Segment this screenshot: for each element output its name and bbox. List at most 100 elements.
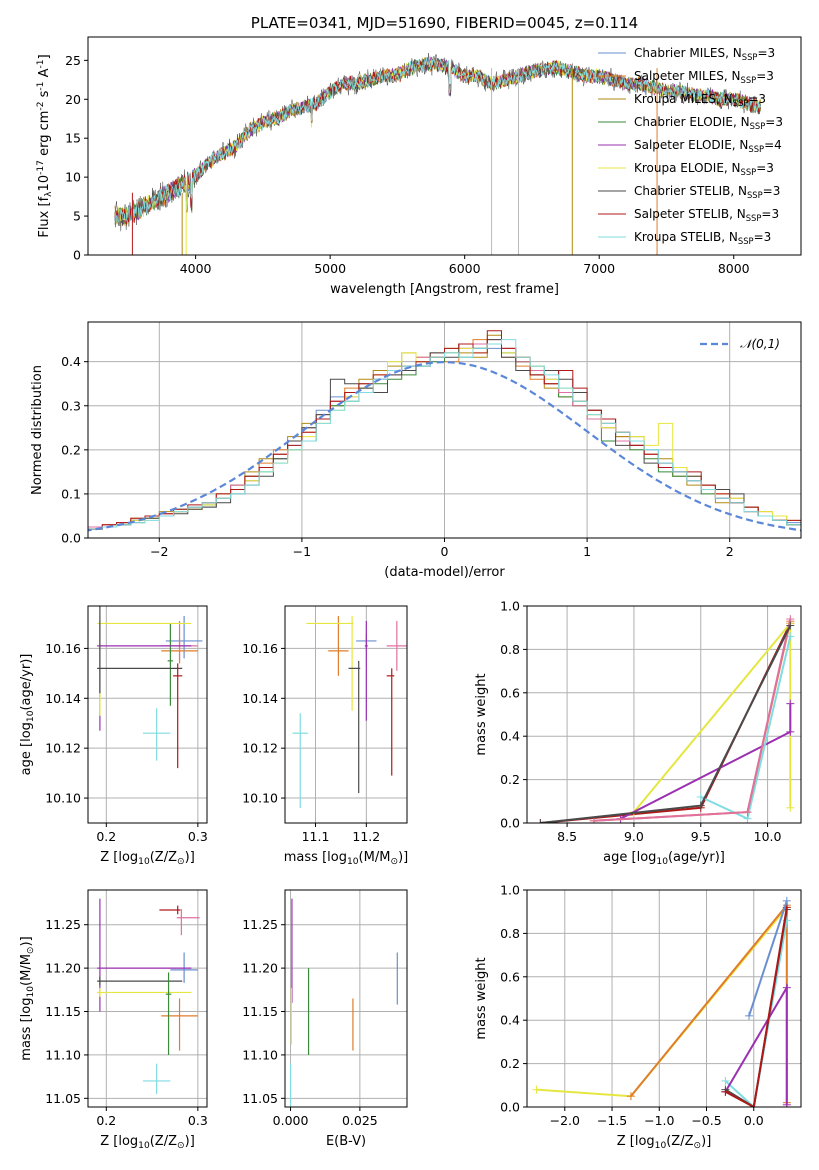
legend-entry: Kroupa STELIB, NSSP​=3 bbox=[634, 230, 771, 246]
legend-entry: Salpeter MILES, NSSP​=3 bbox=[634, 69, 774, 85]
x-tick-label: −2.0 bbox=[550, 1113, 580, 1128]
x-tick-label: 7000 bbox=[583, 261, 615, 276]
x-tick-label: −1.5 bbox=[597, 1113, 627, 1128]
x-axis-label: mass [log10​(M/M⊙​)] bbox=[284, 850, 408, 867]
y-tick-label: 0.2 bbox=[61, 442, 81, 457]
x-tick-label: 11.1 bbox=[302, 829, 330, 844]
gaussian-curve bbox=[88, 360, 801, 532]
panel-residuals: −2 −1 0 1 2 0.0 0.1 0.2 0.3 0.4 (data-model)/error… bbox=[30, 321, 802, 580]
y-tick-label: 11.25 bbox=[242, 917, 278, 932]
y-tick-label: 20 bbox=[65, 92, 81, 107]
x-tick-label: 0.025 bbox=[342, 1113, 378, 1128]
y-tick-label: 0.4 bbox=[500, 729, 520, 744]
spectrum-line bbox=[114, 57, 761, 223]
grid bbox=[88, 890, 207, 1107]
grid bbox=[285, 606, 407, 823]
x-axis-label: age [log10​(age/yr)] bbox=[603, 850, 725, 867]
y-tick-label: 15 bbox=[65, 131, 81, 146]
weight-line bbox=[536, 906, 788, 1098]
x-axis-label: (data-model)/error bbox=[384, 565, 505, 580]
y-tick-label: 0.4 bbox=[61, 354, 81, 369]
weight-line bbox=[593, 620, 792, 822]
x-tick-label: 0.2 bbox=[96, 1113, 116, 1128]
plot-area bbox=[97, 898, 200, 1094]
axes-frame bbox=[284, 889, 408, 1108]
x-tick-label: 8000 bbox=[718, 261, 750, 276]
legend-entry: 𝒩(0,1) bbox=[740, 337, 780, 351]
weight-line bbox=[748, 900, 788, 1017]
panel-mass_vs_EBV: 0.000 0.025 11.05 11.10 11.15 11.20 11.25 E(B-V… bbox=[242, 889, 408, 1149]
x-tick-label: −1.0 bbox=[644, 1113, 674, 1128]
x-tick-label: 6000 bbox=[449, 261, 481, 276]
y-tick-label: 0.4 bbox=[500, 1013, 520, 1028]
y-tick-label: 0.6 bbox=[500, 685, 520, 700]
x-tick-label: 1 bbox=[583, 544, 591, 559]
axes-frame bbox=[284, 605, 408, 824]
panel-weight_vs_Z: −2.0 −1.5 −1.0 −0.5 0.0 0.0 0.2 0.4 0.6 0.8 1.0 Z [… bbox=[474, 883, 802, 1151]
y-tick-label: 11.25 bbox=[45, 917, 81, 932]
weight-line bbox=[724, 920, 788, 1107]
x-tick-label: 2 bbox=[726, 544, 734, 559]
legend: Chabrier MILES, NSSP​=3 Salpeter MILES, N… bbox=[598, 46, 783, 246]
legend-entry: Salpeter ELODIE, NSSP​=4 bbox=[634, 138, 782, 154]
y-axis-label: mass [log10​(M/M⊙​)] bbox=[19, 936, 36, 1060]
plot-area bbox=[536, 615, 795, 823]
x-tick-label: 11.2 bbox=[352, 829, 380, 844]
x-tick-label: 0.0 bbox=[744, 1113, 764, 1128]
legend-entry: Chabrier ELODIE, NSSP​=3 bbox=[634, 115, 783, 131]
axes-frame bbox=[87, 605, 208, 824]
chart-title: PLATE=0341, MJD=51690, FIBERID=0045, z=0… bbox=[251, 14, 638, 32]
plot-area bbox=[532, 896, 791, 1107]
y-tick-label: 11.20 bbox=[242, 961, 278, 976]
y-axis-label: mass weight bbox=[474, 673, 489, 755]
weight-line bbox=[700, 636, 792, 821]
x-tick-label: 10.0 bbox=[754, 829, 782, 844]
y-tick-label: 10.12 bbox=[45, 741, 81, 756]
y-axis-label: mass weight bbox=[474, 957, 489, 1039]
plot-area bbox=[292, 615, 407, 809]
x-tick-label: 0.3 bbox=[188, 829, 208, 844]
y-tick-label: 11.05 bbox=[45, 1091, 81, 1106]
x-axis-label: Z [log10​(Z/Z⊙​)] bbox=[100, 850, 195, 867]
axes-frame bbox=[526, 605, 802, 824]
legend-entry: Chabrier MILES, NSSP​=3 bbox=[634, 46, 775, 62]
x-tick-label: 4000 bbox=[180, 261, 212, 276]
y-tick-label: 0.1 bbox=[61, 486, 81, 501]
y-tick-label: 10 bbox=[65, 170, 81, 185]
x-axis-label: wavelength [Angstrom, rest frame] bbox=[330, 282, 559, 297]
histogram-step bbox=[88, 339, 801, 530]
grid bbox=[285, 890, 407, 1107]
y-tick-label: 1.0 bbox=[500, 599, 520, 614]
x-tick-label: 0.2 bbox=[96, 829, 116, 844]
x-tick-label: 8.5 bbox=[557, 829, 577, 844]
y-tick-label: 10.10 bbox=[45, 791, 81, 806]
y-tick-label: 5 bbox=[73, 209, 81, 224]
panel-spectrum: 4000 5000 6000 7000 8000 0 5 10 15 20 25 wavelength… bbox=[36, 14, 802, 297]
axes-frame bbox=[526, 889, 802, 1108]
plot-area bbox=[289, 898, 398, 1107]
y-tick-label: 10.14 bbox=[242, 691, 278, 706]
y-tick-label: 11.10 bbox=[45, 1047, 81, 1062]
y-tick-label: 0.3 bbox=[61, 398, 81, 413]
y-tick-label: 10.16 bbox=[242, 641, 278, 656]
x-tick-label: 9.0 bbox=[624, 829, 644, 844]
weight-line bbox=[620, 703, 792, 820]
y-tick-label: 0.2 bbox=[500, 772, 520, 787]
x-axis-label: Z [log10​(Z/Z⊙​)] bbox=[100, 1134, 195, 1151]
y-axis-label: Flux [fλ​10-17​ erg cm-2​ s-1​ A-1​] bbox=[36, 54, 54, 237]
y-tick-label: 0.0 bbox=[500, 1100, 520, 1115]
x-axis-label: Z [log10​(Z/Z⊙​)] bbox=[617, 1134, 712, 1151]
panel-weight_vs_age: 8.5 9.0 9.5 10.0 0.0 0.2 0.4 0.6 0.8 1.0 age [log1… bbox=[474, 599, 802, 867]
y-tick-label: 0.2 bbox=[500, 1056, 520, 1071]
x-axis-label: E(B-V) bbox=[326, 1134, 366, 1149]
y-tick-label: 0.6 bbox=[500, 969, 520, 984]
y-tick-label: 11.15 bbox=[242, 1004, 278, 1019]
x-tick-label: −0.5 bbox=[691, 1113, 721, 1128]
x-tick-label: −1 bbox=[293, 544, 311, 559]
legend-entry: Salpeter STELIB, NSSP​=3 bbox=[634, 207, 779, 223]
legend-entry: Chabrier STELIB, NSSP​=3 bbox=[634, 184, 780, 200]
y-tick-label: 0.8 bbox=[500, 642, 520, 657]
y-tick-label: 11.10 bbox=[242, 1047, 278, 1062]
x-tick-label: 5000 bbox=[314, 261, 346, 276]
